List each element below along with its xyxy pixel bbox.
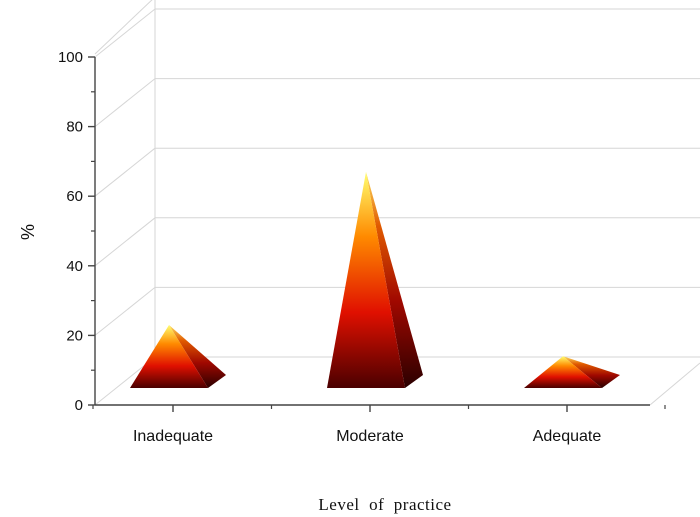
gridline-depth [94, 147, 156, 197]
pyramid-side-face [563, 356, 620, 388]
pyramid-bar [524, 356, 620, 388]
y-tick-label: 20 [66, 327, 83, 344]
pyramid-side-face [169, 324, 226, 388]
x-axis: Inadequate Moderate Adequate [92, 404, 666, 445]
gridline-depth [94, 287, 156, 336]
x-tick-label: Adequate [533, 428, 602, 445]
x-axis-label: Level of practice [318, 495, 451, 514]
pyramid-front-face [130, 324, 208, 388]
floor-right-edge [649, 362, 700, 406]
pyramid-side-face [366, 171, 423, 388]
pyramid-front-face [524, 356, 602, 388]
y-tick-label: 40 [66, 258, 83, 275]
y-tick-label: 0 [75, 397, 83, 414]
gridline-depth [94, 78, 156, 127]
x-tick-label: Moderate [336, 428, 404, 445]
plot-frame [94, 0, 700, 406]
x-tick-label: Inadequate [133, 428, 213, 445]
y-axis: 0 20 40 60 80 100 [58, 49, 96, 414]
pyramid-bar [327, 171, 423, 388]
top-depth-edge [94, 0, 153, 55]
gridline-depth [94, 8, 156, 58]
gridline-depth [94, 217, 156, 267]
pyramid-bars [130, 171, 620, 388]
y-tick-label: 60 [66, 188, 83, 205]
y-tick-label: 80 [66, 119, 83, 136]
y-axis-label: % [18, 224, 38, 240]
y-tick-label: 100 [58, 49, 83, 66]
pyramid-front-face [327, 171, 405, 388]
pyramid-bar [130, 324, 226, 388]
